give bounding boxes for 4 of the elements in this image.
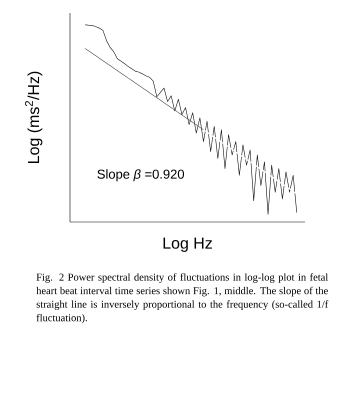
- y-axis-title: Log (ms$^{2}$/Hz): [25, 72, 42, 163]
- annotation: Slope β =0.920: [97, 169, 184, 182]
- x-axis-title: Log Hz: [164, 238, 212, 252]
- caption: Fig. 2 Power spectral density of fluctuations in log-log plot in fetal heart beat interval time series shown Fig. 1, middle. The slope of the straight line is inversely proportional to the frequency (so-called 1/f fluctuation).: [36, 273, 328, 324]
